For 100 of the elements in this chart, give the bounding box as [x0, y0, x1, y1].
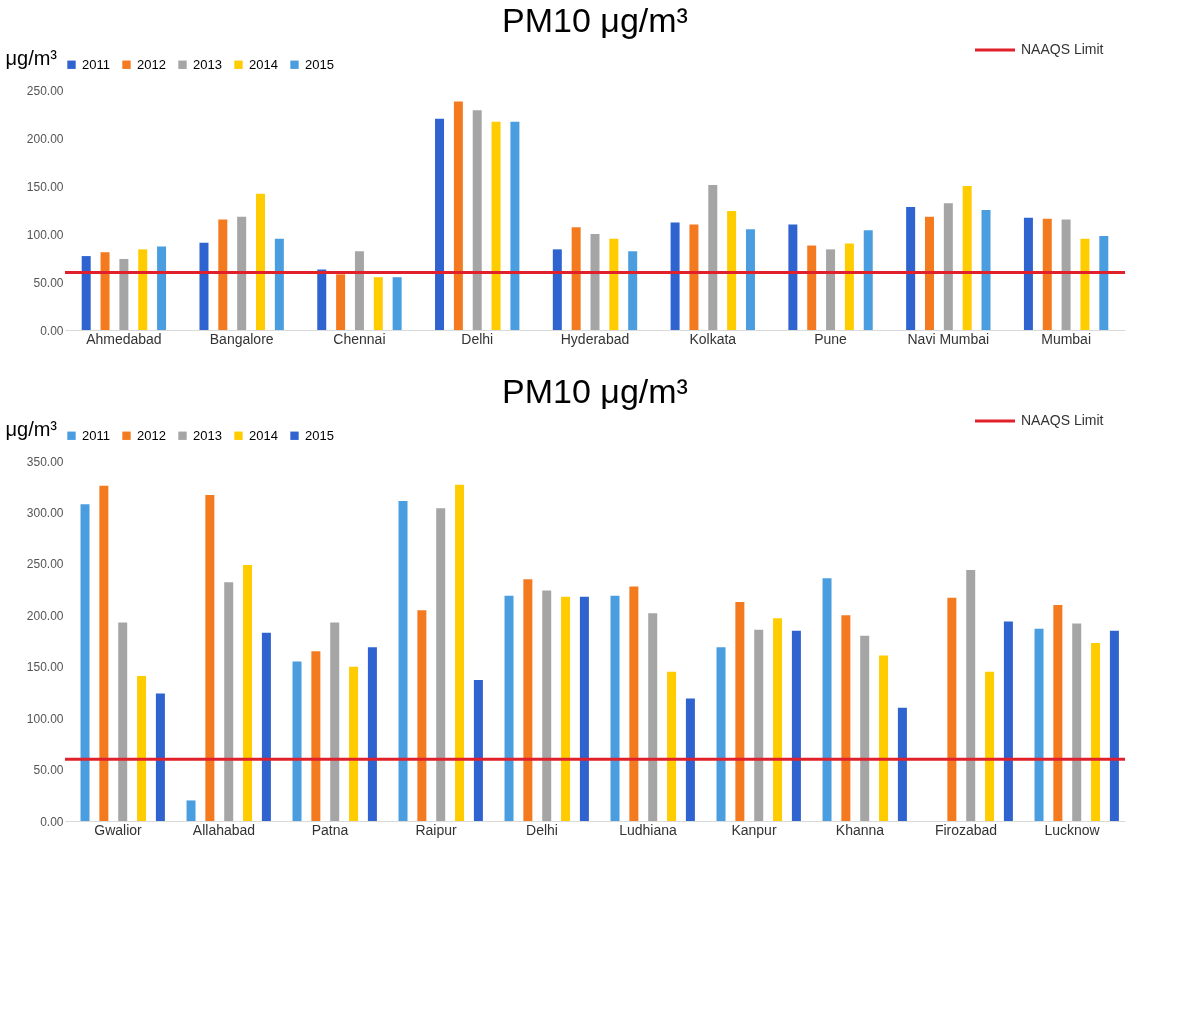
bar — [542, 590, 552, 821]
x-tick-label: Hyderabad — [560, 330, 630, 347]
y-tick-label: 0.00 — [40, 323, 64, 338]
bar — [773, 618, 783, 821]
bar — [218, 219, 228, 330]
x-tick-label: Patna — [311, 821, 349, 838]
chart-title: PM10 μg/m³ — [502, 1, 688, 39]
bar — [523, 579, 533, 821]
bar — [435, 118, 445, 330]
bar — [788, 224, 798, 330]
y-axis-title: μg/m³ — [5, 46, 58, 69]
bar — [199, 242, 209, 330]
bar — [330, 622, 340, 821]
bar — [1109, 630, 1119, 821]
bar — [863, 230, 873, 330]
legend-label: 2014 — [249, 56, 278, 72]
bar — [689, 224, 699, 330]
y-tick-label: 150.00 — [26, 660, 64, 675]
y-tick-label: 50.00 — [33, 763, 64, 778]
x-tick-label: Lucknow — [1044, 821, 1101, 838]
y-tick-label: 200.00 — [26, 608, 64, 623]
bar — [745, 229, 755, 330]
bar — [137, 675, 147, 821]
bar — [436, 508, 446, 821]
x-tick-label: Kanpur — [731, 821, 777, 838]
bar — [962, 186, 972, 330]
x-tick-label: Ludhiana — [619, 821, 678, 838]
y-tick-label: 50.00 — [33, 275, 64, 290]
legend-label: 2013 — [193, 427, 222, 443]
bar — [417, 610, 427, 821]
bar — [473, 680, 483, 821]
y-tick-label: 0.00 — [40, 814, 64, 829]
bar — [354, 251, 364, 330]
bar — [118, 622, 128, 821]
x-tick-label: Delhi — [526, 821, 558, 838]
x-tick-label: Chennai — [333, 330, 386, 347]
x-tick-label: Pune — [814, 330, 848, 347]
bar — [453, 101, 463, 330]
bar — [807, 245, 817, 330]
bar — [205, 494, 215, 821]
bar — [579, 596, 589, 821]
bar — [609, 238, 619, 330]
bar — [571, 227, 581, 330]
bar — [708, 185, 718, 330]
bar — [629, 586, 639, 821]
bar — [685, 698, 695, 821]
x-tick-label: Kolkata — [689, 330, 737, 347]
y-axis-title: μg/m³ — [5, 417, 58, 440]
chart-title: PM10 μg/m³ — [502, 372, 688, 410]
y-tick-label: 150.00 — [26, 179, 64, 194]
bar — [879, 655, 889, 821]
bar — [472, 110, 482, 330]
x-tick-label: Gwalior — [94, 821, 143, 838]
bar — [590, 234, 600, 330]
bar — [1099, 235, 1109, 330]
bar — [826, 249, 836, 330]
bar — [119, 258, 129, 330]
y-tick-label: 250.00 — [26, 557, 64, 572]
bar — [292, 661, 302, 821]
y-tick-label: 250.00 — [26, 83, 64, 98]
y-tick-label: 200.00 — [26, 131, 64, 146]
x-tick-label: Raipur — [415, 821, 457, 838]
x-tick-label: Navi Mumbai — [907, 330, 990, 347]
legend-label: 2013 — [193, 56, 222, 72]
bar — [317, 269, 327, 330]
bar — [186, 800, 196, 821]
legend-label: 2012 — [137, 427, 166, 443]
bar — [237, 216, 247, 330]
bar — [100, 252, 110, 330]
bar — [1023, 217, 1033, 330]
bar — [947, 597, 957, 821]
bar — [491, 121, 501, 330]
bar — [943, 203, 953, 330]
bar — [392, 277, 402, 330]
x-tick-label: Khanna — [835, 821, 885, 838]
bar — [981, 210, 991, 330]
bar — [138, 249, 148, 330]
bar — [1003, 621, 1013, 821]
x-tick-label: Ahmedabad — [86, 330, 162, 347]
bar — [157, 246, 167, 330]
bar — [667, 671, 677, 821]
x-tick-label: Mumbai — [1041, 330, 1092, 347]
y-tick-label: 100.00 — [26, 227, 64, 242]
bar — [610, 595, 620, 821]
legend-label: 2015 — [305, 56, 334, 72]
y-tick-label: 100.00 — [26, 711, 64, 726]
bar — [367, 647, 377, 821]
bar — [510, 121, 520, 330]
bar — [670, 222, 680, 330]
bar — [860, 635, 870, 821]
bar — [735, 601, 745, 821]
legend-label: 2012 — [137, 56, 166, 72]
bar — [985, 671, 995, 821]
bar — [336, 274, 346, 330]
bar — [716, 647, 726, 821]
bar — [80, 504, 90, 821]
bar — [1072, 623, 1082, 821]
bar — [81, 256, 91, 330]
bar — [1080, 238, 1090, 330]
bar — [99, 485, 109, 821]
